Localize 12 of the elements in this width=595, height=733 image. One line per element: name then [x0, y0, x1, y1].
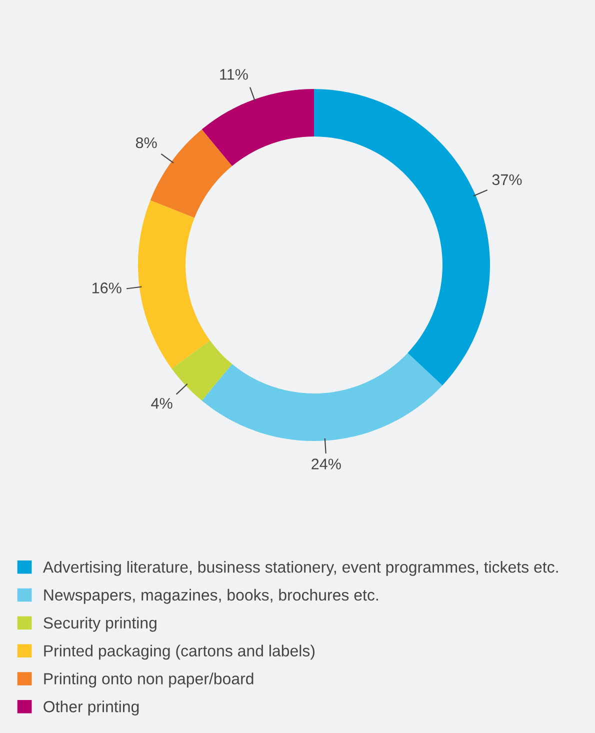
legend-label: Advertising literature, business stationery, event programmes, tickets etc.	[42, 561, 558, 576]
legend-label: Printed packaging (cartons and labels)	[44, 644, 314, 660]
legend-label: Newspapers, magazines, books, brochures etc.	[44, 588, 378, 604]
data-label: 8%	[136, 137, 157, 148]
data-label: 4%	[151, 398, 172, 409]
legend-label: Security printing	[44, 616, 156, 632]
data-label: 11%	[220, 69, 248, 80]
data-label: 24%	[312, 458, 341, 470]
legend-label: Printing onto non paper/board	[44, 672, 254, 688]
data-label: 16%	[92, 282, 122, 294]
data-label: 37%	[492, 174, 522, 186]
legend-label: Other printing	[44, 700, 139, 716]
